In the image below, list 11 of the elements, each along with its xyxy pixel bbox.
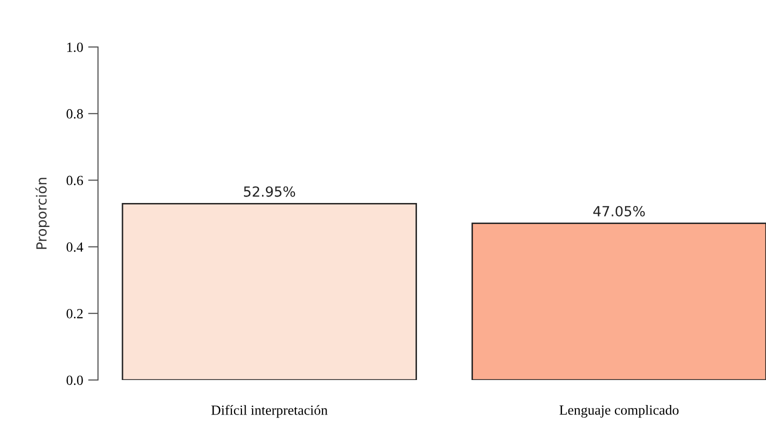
y-tick-label: 0.0 (66, 376, 83, 386)
x-tick-label: Difícil interpretación (211, 405, 328, 418)
x-tick-label: Lenguaje complicado (560, 405, 679, 418)
data-label: 47.05% (593, 206, 645, 216)
y-axis-title: Proporción (35, 178, 50, 249)
data-label: 52.95% (244, 186, 296, 197)
y-tick-label: 1.0 (67, 42, 83, 52)
y-tick-label: 0.2 (66, 308, 83, 318)
y-tick-label: 0.4 (66, 242, 84, 252)
y-tick-label: 0.8 (66, 109, 83, 119)
y-tick-label: 0.6 (66, 176, 83, 186)
